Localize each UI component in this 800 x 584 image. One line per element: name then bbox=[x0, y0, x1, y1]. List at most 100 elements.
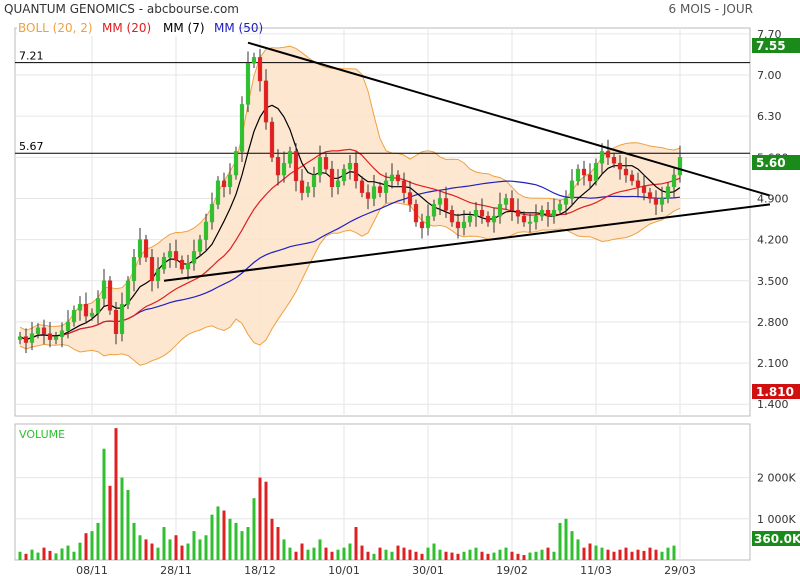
volume-bar bbox=[210, 514, 214, 560]
candle-body bbox=[335, 180, 341, 187]
candle-body bbox=[401, 180, 407, 193]
volume-bar bbox=[606, 549, 610, 560]
volume-title: VOLUME bbox=[19, 428, 65, 441]
candle-body bbox=[611, 157, 617, 164]
candle-body bbox=[497, 204, 503, 217]
candle-body bbox=[449, 209, 455, 223]
volume-bar bbox=[636, 549, 640, 560]
volume-bar bbox=[324, 547, 328, 560]
candle-body bbox=[461, 221, 467, 229]
volume-bar bbox=[162, 527, 166, 560]
candle-body bbox=[251, 57, 257, 64]
candle-body bbox=[59, 330, 65, 337]
candle-body bbox=[365, 192, 371, 199]
badge-max: 7.55 bbox=[756, 39, 786, 53]
x-tick-label: 08/11 bbox=[76, 564, 108, 577]
volume-bar bbox=[396, 545, 400, 560]
legend-boll: BOLL (20, 2) bbox=[18, 21, 93, 35]
volume-bar bbox=[306, 549, 310, 560]
volume-bar bbox=[288, 547, 292, 560]
volume-bar bbox=[246, 527, 250, 560]
x-tick-label: 18/12 bbox=[244, 564, 276, 577]
candle-body bbox=[653, 198, 659, 205]
candle-body bbox=[227, 174, 233, 187]
candle-body bbox=[185, 262, 191, 270]
volume-bar bbox=[624, 547, 628, 560]
y-tick-label: 4.900 bbox=[757, 192, 789, 205]
candle-body bbox=[395, 174, 401, 182]
volume-bar bbox=[456, 553, 460, 560]
candle-body bbox=[143, 239, 149, 258]
candle-body bbox=[587, 174, 593, 182]
candle-body bbox=[275, 157, 281, 176]
candle-body bbox=[233, 151, 239, 176]
candle-body bbox=[569, 180, 575, 199]
volume-bar bbox=[570, 531, 574, 560]
volume-bar bbox=[138, 535, 142, 560]
x-tick-label: 11/03 bbox=[580, 564, 612, 577]
candle-body bbox=[665, 186, 671, 199]
candle-body bbox=[269, 121, 275, 158]
volume-bar bbox=[480, 551, 484, 560]
candle-body bbox=[257, 57, 263, 82]
candle-body bbox=[533, 215, 539, 223]
volume-tick-label: 1 000K bbox=[757, 513, 796, 526]
candle-body bbox=[389, 174, 395, 182]
volume-bar bbox=[654, 549, 658, 560]
candle-body bbox=[29, 333, 35, 343]
volume-tick-label: 2 000K bbox=[757, 472, 796, 485]
volume-bar bbox=[24, 553, 28, 560]
candle-body bbox=[407, 192, 413, 205]
candle-body bbox=[539, 209, 545, 217]
volume-bar bbox=[282, 539, 286, 560]
candle-body bbox=[455, 221, 461, 229]
reference-label: 5.67 bbox=[19, 140, 44, 153]
candle-body bbox=[125, 280, 131, 305]
volume-bar bbox=[192, 531, 196, 560]
candle-body bbox=[377, 186, 383, 193]
candle-body bbox=[491, 215, 497, 223]
badge-volume: 360.0K bbox=[754, 532, 800, 546]
candle-body bbox=[563, 198, 569, 205]
volume-bar bbox=[276, 527, 280, 560]
legend-mm7: MM (7) bbox=[163, 21, 205, 35]
trend-line-0 bbox=[247, 41, 771, 197]
badge-last: 5.60 bbox=[756, 156, 786, 170]
volume-bar bbox=[198, 539, 202, 560]
candle-body bbox=[425, 215, 431, 229]
candle-body bbox=[167, 251, 173, 258]
badge-min-bg bbox=[752, 384, 800, 399]
volume-bar bbox=[42, 547, 46, 560]
candle-body bbox=[71, 309, 77, 323]
candle-body bbox=[299, 180, 305, 193]
volume-bar bbox=[78, 542, 82, 560]
volume-bar bbox=[18, 551, 22, 560]
volume-bar bbox=[534, 551, 538, 560]
candle-body bbox=[41, 327, 47, 334]
volume-bar bbox=[240, 531, 244, 560]
period-label: 6 MOIS - JOUR bbox=[669, 2, 753, 16]
volume-bar bbox=[576, 539, 580, 560]
volume-bar bbox=[180, 545, 184, 560]
volume-bar bbox=[558, 522, 562, 560]
candle-body bbox=[383, 180, 389, 193]
volume-bars bbox=[18, 428, 676, 560]
y-tick-label: 7.00 bbox=[757, 69, 782, 82]
candle-body bbox=[677, 157, 683, 176]
volume-bar bbox=[348, 543, 352, 560]
reference-label: 7.21 bbox=[19, 50, 44, 63]
candle-body bbox=[473, 209, 479, 217]
candle-body bbox=[515, 209, 521, 217]
volume-bar bbox=[468, 549, 472, 560]
volume-bar bbox=[174, 535, 178, 560]
axis-labels: 7.707.006.305.6004.9004.2003.5002.8002.1… bbox=[76, 28, 796, 577]
volume-bar bbox=[186, 543, 190, 560]
volume-bar bbox=[204, 535, 208, 560]
volume-bar bbox=[342, 547, 346, 560]
legend-mm20: MM (20) bbox=[102, 21, 151, 35]
volume-bar bbox=[384, 549, 388, 560]
candle-body bbox=[605, 151, 611, 158]
bollinger-lower bbox=[19, 202, 681, 366]
volume-bar bbox=[588, 543, 592, 560]
